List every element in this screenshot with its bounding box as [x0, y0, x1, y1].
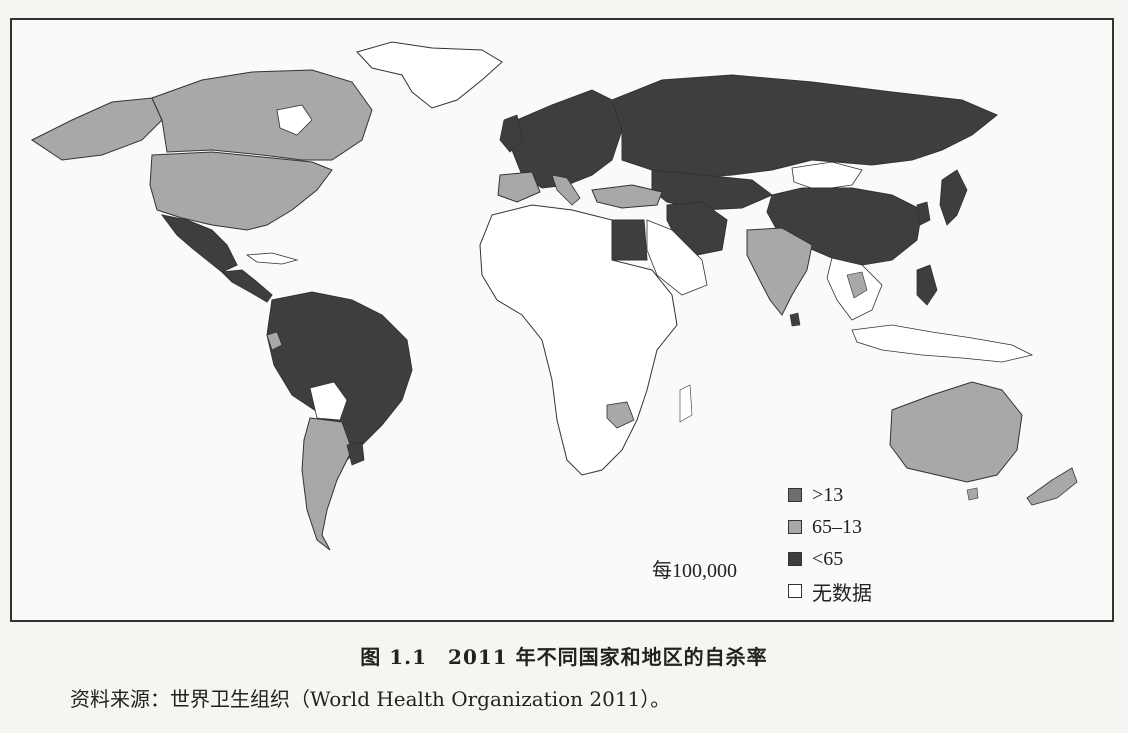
- region-madagascar: [679, 384, 693, 423]
- region-uk: [499, 114, 523, 153]
- region-argentina-chile: [301, 417, 353, 551]
- region-central-america: [220, 269, 273, 303]
- region-new-zealand: [1026, 467, 1078, 506]
- region-india: [746, 227, 813, 316]
- region-arabia: [646, 219, 708, 296]
- region-bolivia: [309, 381, 348, 421]
- region-australia: [889, 381, 1023, 483]
- region-mongolia: [791, 161, 863, 191]
- legend-item-medium: 65–13: [788, 514, 862, 540]
- legend-label-low: <65: [812, 547, 844, 570]
- region-turkey: [591, 184, 663, 209]
- region-zimbabwe: [606, 401, 635, 429]
- region-egypt: [611, 219, 648, 261]
- region-korea: [916, 201, 931, 226]
- region-mexico: [160, 214, 238, 273]
- region-iberia: [497, 171, 541, 203]
- region-alaska: [31, 97, 163, 161]
- region-sri-lanka: [789, 312, 801, 327]
- legend-item-low: <65: [788, 546, 843, 572]
- world-map: [31, 41, 1078, 551]
- legend-label-medium: 65–13: [812, 515, 862, 538]
- map-frame: 每100,000 >13 65–13 <65 无数据: [10, 18, 1114, 622]
- legend-label-high: >13: [812, 483, 844, 506]
- legend-item-none: 无数据: [788, 578, 872, 605]
- region-central-asia: [651, 169, 773, 211]
- legend-swatch-none: [788, 584, 802, 598]
- region-thailand: [846, 271, 868, 299]
- legend-item-high: >13: [788, 482, 843, 508]
- region-hudson-bay: [276, 104, 313, 136]
- legend: 每100,000 >13 65–13 <65 无数据: [652, 480, 952, 620]
- source-note: 资料来源：世界卫生组织（World Health Organization 20…: [70, 687, 671, 711]
- region-russia: [611, 74, 998, 179]
- legend-swatch-medium: [788, 520, 802, 534]
- region-indonesia: [851, 324, 1034, 363]
- legend-label-none: 无数据: [812, 582, 872, 605]
- legend-swatch-high: [788, 488, 802, 502]
- region-philippines: [916, 264, 938, 306]
- region-uruguay: [346, 441, 365, 466]
- legend-swatch-low: [788, 552, 802, 566]
- region-tasmania: [966, 487, 979, 501]
- region-south-america-north: [266, 291, 413, 461]
- figure-caption: 图 1.1 2011 年不同国家和地区的自杀率: [360, 645, 768, 669]
- region-ecuador: [266, 331, 283, 351]
- region-japan: [939, 169, 968, 226]
- region-caribbean: [245, 252, 299, 265]
- region-usa: [149, 151, 333, 231]
- region-greenland: [356, 41, 503, 109]
- legend-unit: 每100,000: [652, 560, 737, 582]
- region-italy: [551, 174, 581, 206]
- region-canada: [151, 69, 373, 161]
- region-europe: [511, 89, 623, 189]
